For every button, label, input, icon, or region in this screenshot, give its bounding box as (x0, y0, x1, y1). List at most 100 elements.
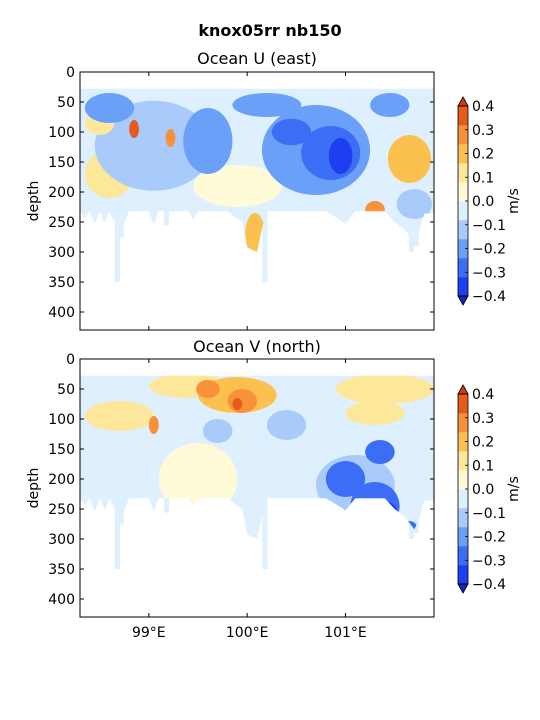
colorbar-segment (458, 565, 468, 585)
data-field (80, 88, 434, 282)
contour-patch (129, 120, 139, 138)
colorbar-segment (458, 546, 468, 566)
contour-patch (232, 93, 302, 117)
contour-patch (183, 108, 233, 174)
colorbar-segment (458, 527, 468, 547)
colorbar-segment (458, 451, 468, 471)
colorbar-tick-label: 0.2 (472, 147, 494, 163)
contour-patch (193, 165, 282, 207)
panels: Ocean U (east) 0 50 100 150 200 250 300 350 400 de… (26, 49, 522, 641)
contour-patch (266, 410, 307, 440)
contour-patch (345, 401, 405, 425)
colorbar: −0.4 −0.3 −0.2 −0.1 0.0 0.1 0.2 0.3 0.4 m/s (457, 96, 522, 306)
data-spike (164, 192, 170, 226)
colorbar-segment (458, 144, 468, 164)
colorbar-tick-label: 0.4 (472, 99, 494, 115)
contour-patch (271, 118, 312, 146)
contour-patch (165, 129, 176, 147)
colorbar-segment (458, 201, 468, 221)
y-tick-label: 300 (48, 532, 75, 548)
contour-patch (84, 401, 154, 431)
chart-title: Ocean U (east) (197, 49, 317, 68)
colorbar-segment (458, 182, 468, 202)
colorbar-segment (458, 163, 468, 183)
contour-patch (368, 500, 398, 527)
contour-patch (227, 389, 257, 413)
data-spike (413, 479, 419, 533)
colorbar-tick-label: −0.3 (472, 553, 506, 569)
contour-patch (148, 416, 159, 434)
contour-patch (196, 380, 220, 398)
colorbar-tick-label: 0.3 (472, 411, 494, 427)
y-tick-label: 200 (48, 472, 75, 488)
data-spike (114, 192, 120, 282)
x-tick-label: 100°E (226, 625, 269, 641)
y-tick-label: 100 (48, 125, 75, 141)
colorbar-segment (458, 508, 468, 528)
colorbar: −0.4 −0.3 −0.2 −0.1 0.0 0.1 0.2 0.3 0.4 m/s (457, 384, 522, 594)
colorbar-tick-label: 0.1 (472, 170, 494, 186)
contour-patch (232, 398, 243, 410)
contour-patch (84, 93, 135, 123)
contour-patch (158, 443, 238, 515)
colorbar-segment (458, 239, 468, 259)
contour-patch (396, 189, 433, 219)
colorbar-extend-max (457, 96, 469, 107)
axes-frame (79, 71, 435, 331)
colorbar-label: m/s (506, 188, 522, 214)
colorbar-tick-label: −0.2 (472, 242, 506, 258)
y-tick-label: 50 (57, 95, 75, 111)
colorbar-extend-max (457, 384, 469, 395)
y-tick-label: 0 (66, 65, 75, 81)
data-spike (114, 479, 120, 569)
colorbar-extend-min (457, 583, 469, 594)
contour-patch (335, 375, 434, 404)
contour-patch (387, 135, 432, 183)
chart-panel-2: Ocean V (north) 0 50 100 150 200 250 300 350 400 9… (26, 337, 522, 641)
colorbar-segment (458, 470, 468, 490)
data-spike (408, 479, 414, 539)
y-tick-label: 50 (57, 382, 75, 398)
chart-panel-1: Ocean U (east) 0 50 100 150 200 250 300 350 400 de… (26, 49, 522, 331)
contour-patch (245, 213, 265, 252)
contour-patch (365, 440, 395, 464)
colorbar-segment (458, 394, 468, 414)
colorbar-tick-label: −0.3 (472, 265, 506, 281)
colorbar-tick-label: −0.1 (472, 218, 506, 234)
y-tick-label: 150 (48, 155, 75, 171)
contour-patch (84, 413, 154, 497)
colorbar-tick-label: 0.0 (472, 194, 494, 210)
y-tick-label: 350 (48, 275, 75, 291)
y-tick-label: 0 (66, 352, 75, 368)
chart-title: Ocean V (north) (193, 337, 321, 356)
colorbar-extend-min (457, 295, 469, 306)
y-tick-label: 100 (48, 412, 75, 428)
y-axis-label: depth (26, 468, 42, 509)
y-tick-label: 250 (48, 502, 75, 518)
colorbar-segment (458, 432, 468, 452)
contour-patch (370, 93, 410, 117)
y-tick-label: 250 (48, 215, 75, 231)
colorbar-tick-label: −0.4 (472, 577, 506, 593)
contour-patch (328, 138, 353, 174)
data-field (80, 375, 434, 569)
colorbar-tick-label: 0.3 (472, 123, 494, 139)
colorbar-segment (458, 220, 468, 240)
colorbar-segment (458, 258, 468, 278)
data-spike (262, 479, 268, 569)
colorbar-tick-label: −0.4 (472, 289, 506, 305)
colorbar-segment (458, 277, 468, 297)
x-tick-label: 101°E (324, 625, 367, 641)
data-spike (408, 192, 414, 252)
colorbar-segment (458, 106, 468, 126)
colorbar-tick-label: 0.2 (472, 435, 494, 451)
colorbar-segment (458, 125, 468, 145)
contour-patch (94, 100, 213, 191)
data-spike (118, 479, 124, 525)
data-spike (118, 192, 124, 238)
y-tick-label: 400 (48, 305, 75, 321)
figure-title: knox05rr nb150 (198, 21, 341, 40)
y-tick-label: 200 (48, 185, 75, 201)
y-tick-label: 400 (48, 592, 75, 608)
